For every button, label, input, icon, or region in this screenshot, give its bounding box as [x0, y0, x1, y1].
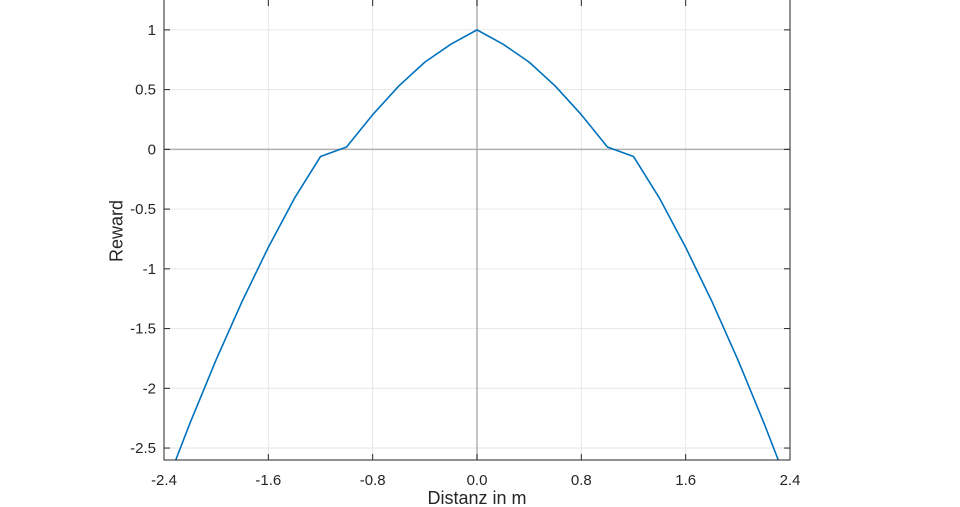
x-tick-label: 1.6	[675, 472, 696, 489]
x-tick-labels: -2.4 -1.6 -0.8 0.0 0.8 1.6 2.4	[151, 472, 800, 489]
y-tick-label: -1	[143, 261, 156, 278]
y-tick-label: -2.5	[130, 440, 156, 457]
y-tick-label: 1	[148, 22, 156, 39]
y-axis-label: Reward	[106, 200, 126, 262]
y-tick-label: 0.5	[135, 82, 156, 99]
y-tick-label: 0	[148, 141, 156, 158]
axis-ticks	[163, 0, 791, 460]
y-tick-label: -2	[143, 380, 156, 397]
x-axis-label: Distanz in m	[427, 488, 526, 507]
x-tick-label: -0.8	[360, 472, 386, 489]
x-tick-label: 2.4	[780, 472, 801, 489]
y-tick-labels: -2.5 -2 -1.5 -1 -0.5 0 0.5 1	[130, 22, 156, 457]
x-tick-label: 0.8	[571, 472, 592, 489]
reference-lines	[164, 0, 790, 460]
x-tick-label: -1.6	[255, 472, 281, 489]
series-group	[174, 29, 780, 461]
y-tick-label: -1.5	[130, 321, 156, 338]
reward-series-line	[174, 29, 780, 461]
y-tick-label: -0.5	[130, 201, 156, 218]
x-tick-label: -2.4	[151, 472, 177, 489]
x-tick-label: 0.0	[467, 472, 488, 489]
